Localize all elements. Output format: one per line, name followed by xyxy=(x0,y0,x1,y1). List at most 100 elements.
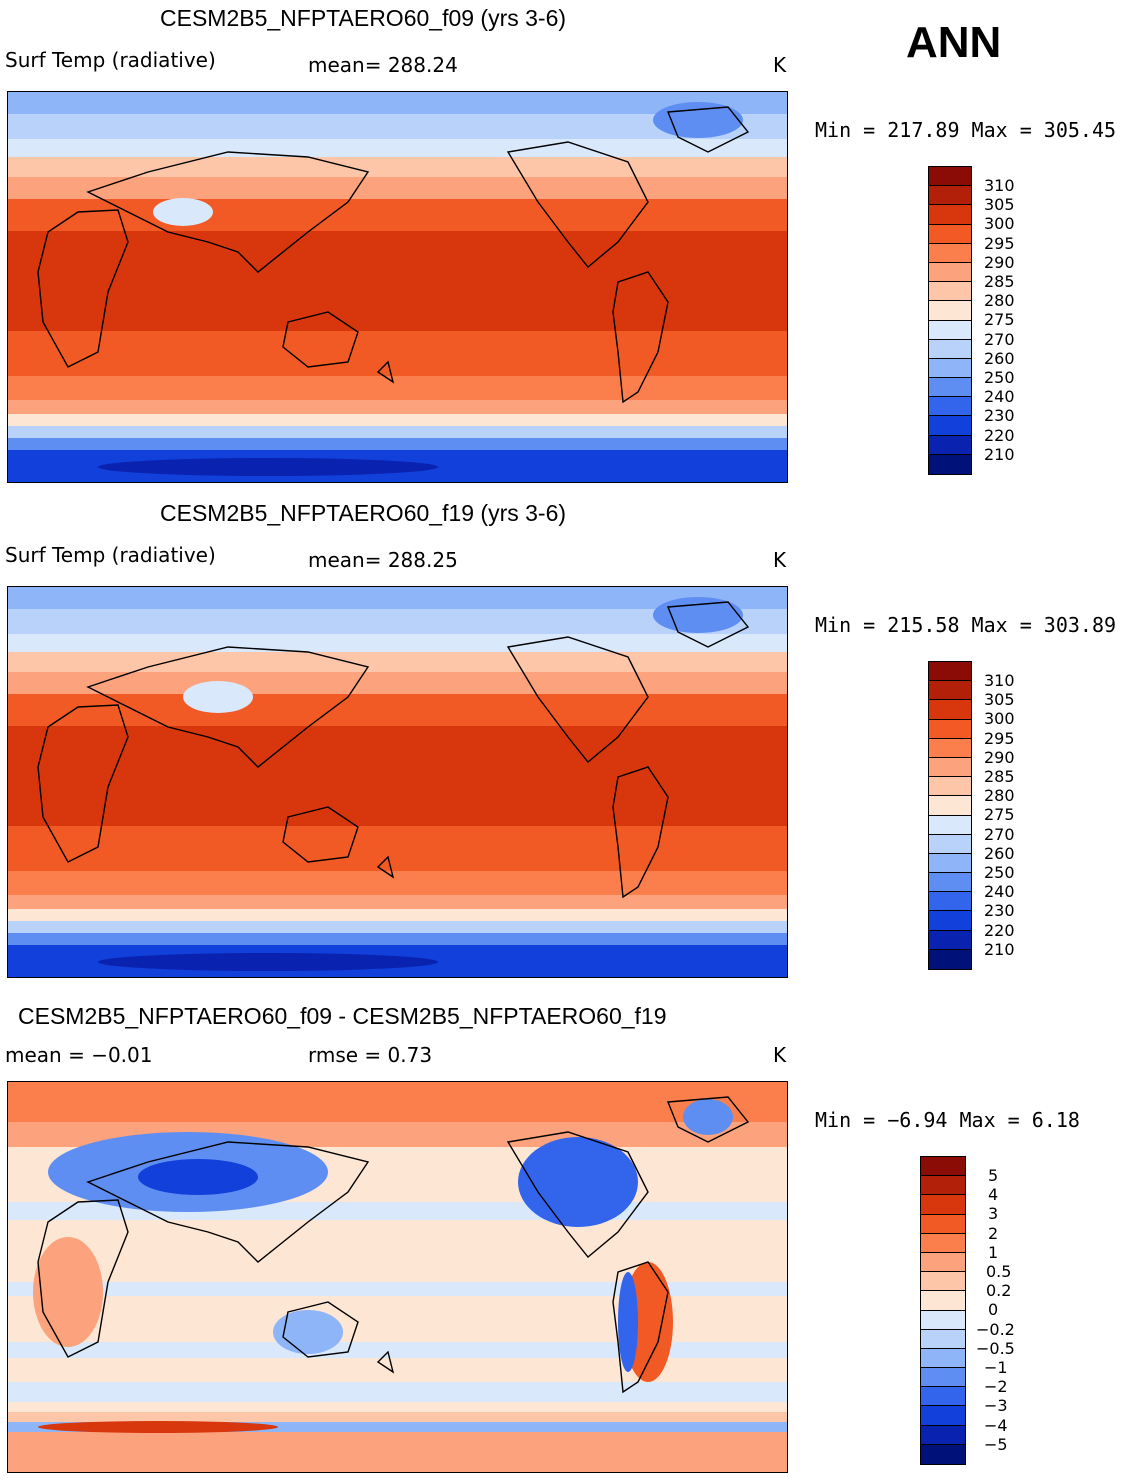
colorbar-label: 220 xyxy=(984,425,1015,445)
colorbar-label: 260 xyxy=(984,348,1015,368)
panel2-left-label: Surf Temp (radiative) xyxy=(5,543,216,567)
colorbar-label: 295 xyxy=(984,233,1015,253)
colorbar-swatch xyxy=(929,378,971,398)
colorbar-swatch xyxy=(921,1310,965,1330)
colorbar-label: 285 xyxy=(984,272,1015,291)
colorbar-label: 275 xyxy=(984,310,1015,330)
colorbar-label: −4 xyxy=(984,1415,1008,1435)
colorbar-swatch xyxy=(929,301,971,321)
colorbar-swatch xyxy=(921,1406,965,1426)
colorbar-swatch xyxy=(921,1176,965,1196)
colorbar-label: 2 xyxy=(988,1223,999,1243)
panel1-map xyxy=(7,91,788,483)
colorbar-label: 240 xyxy=(984,387,1015,407)
panel1-title: CESM2B5_NFPTAERO60_f09 (yrs 3-6) xyxy=(160,5,567,31)
colorbar-swatch xyxy=(929,796,971,816)
colorbar-label: 0.5 xyxy=(986,1262,1012,1281)
panel3-minmax: Min = −6.94 Max = 6.18 xyxy=(815,1108,1080,1132)
colorbar-label: 230 xyxy=(984,901,1015,921)
colorbar-swatch xyxy=(921,1291,965,1311)
colorbar-label: 280 xyxy=(984,786,1015,806)
colorbar-swatch xyxy=(929,435,971,455)
colorbar-swatch xyxy=(929,282,971,302)
colorbar-label: 295 xyxy=(984,728,1015,748)
colorbar-label: 285 xyxy=(984,767,1015,786)
colorbar-swatch xyxy=(929,681,971,701)
colorbar-label: 210 xyxy=(984,444,1015,464)
panel2-mean-label: mean= 288.25 xyxy=(308,548,458,572)
colorbar-label: 250 xyxy=(984,368,1015,387)
colorbar-label: 260 xyxy=(984,843,1015,863)
colorbar-label: 310 xyxy=(984,671,1015,690)
colorbar-label: 0 xyxy=(988,1300,999,1320)
panel3-mean-label: mean = −0.01 xyxy=(5,1043,153,1067)
colorbar-label: 290 xyxy=(984,747,1015,767)
colorbar-label: 3 xyxy=(988,1204,999,1224)
colorbar-label: 4 xyxy=(988,1185,999,1205)
colorbar-swatch xyxy=(921,1368,965,1388)
panel1-left-label: Surf Temp (radiative) xyxy=(5,48,216,72)
colorbar-swatch xyxy=(921,1348,965,1369)
colorbar-swatch xyxy=(929,416,971,436)
colorbar-label: −0.5 xyxy=(976,1338,1015,1358)
colorbar-swatch xyxy=(929,777,971,797)
panel1-units: K xyxy=(773,53,787,77)
colorbar-label: 300 xyxy=(984,214,1015,234)
colorbar-swatch xyxy=(929,262,971,283)
colorbar-swatch xyxy=(921,1233,965,1253)
colorbar-label: −5 xyxy=(984,1434,1008,1454)
colorbar-swatch xyxy=(929,834,971,854)
colorbar-swatch xyxy=(929,719,971,739)
panel2-temperature-field xyxy=(8,587,787,977)
colorbar-label: 270 xyxy=(984,329,1015,349)
colorbar-label: 230 xyxy=(984,406,1015,426)
colorbar-swatch xyxy=(929,738,971,758)
panel3-colorbar xyxy=(920,1156,966,1465)
panel3-title: CESM2B5_NFPTAERO60_f09 - CESM2B5_NFPTAER… xyxy=(18,1003,667,1029)
colorbar-label: 250 xyxy=(984,863,1015,882)
panel1-mean-label: mean= 288.24 xyxy=(308,53,458,77)
colorbar-swatch xyxy=(929,873,971,893)
colorbar-label: 0.2 xyxy=(986,1281,1012,1301)
colorbar-swatch xyxy=(929,186,971,206)
colorbar-swatch xyxy=(921,1157,965,1177)
colorbar-label: −0.2 xyxy=(976,1319,1015,1339)
colorbar-swatch xyxy=(929,339,971,359)
panel1-temperature-field xyxy=(8,92,787,482)
colorbar-swatch xyxy=(929,892,971,912)
colorbar-label: 280 xyxy=(984,291,1015,311)
colorbar-swatch xyxy=(929,243,971,263)
colorbar-label: 270 xyxy=(984,824,1015,844)
colorbar-swatch xyxy=(929,757,971,778)
colorbar-swatch xyxy=(929,358,971,379)
colorbar-swatch xyxy=(929,454,971,474)
colorbar-swatch xyxy=(929,853,971,874)
panel2-minmax: Min = 215.58 Max = 303.89 xyxy=(815,613,1117,637)
colorbar-label: 220 xyxy=(984,920,1015,940)
colorbar-swatch xyxy=(929,397,971,417)
panel2-title: CESM2B5_NFPTAERO60_f19 (yrs 3-6) xyxy=(160,500,567,526)
colorbar-swatch xyxy=(929,911,971,931)
colorbar-label: 300 xyxy=(984,709,1015,729)
colorbar-swatch xyxy=(929,700,971,720)
colorbar-swatch xyxy=(929,949,971,969)
colorbar-swatch xyxy=(929,224,971,244)
colorbar-swatch xyxy=(929,815,971,835)
panel3-difference-field xyxy=(8,1082,787,1472)
colorbar-label: 240 xyxy=(984,882,1015,902)
panel3-units: K xyxy=(773,1043,787,1067)
colorbar-swatch xyxy=(929,205,971,225)
colorbar-swatch xyxy=(921,1214,965,1234)
colorbar-label: 5 xyxy=(988,1166,999,1185)
colorbar-label: −3 xyxy=(984,1396,1008,1416)
colorbar-swatch xyxy=(929,662,971,682)
panel1-minmax: Min = 217.89 Max = 305.45 xyxy=(815,118,1117,142)
panel3-rmse-label: rmse = 0.73 xyxy=(308,1043,433,1067)
colorbar-label: 305 xyxy=(984,690,1015,710)
colorbar-label: 210 xyxy=(984,939,1015,959)
colorbar-swatch xyxy=(921,1444,965,1464)
colorbar-label: −1 xyxy=(984,1358,1008,1377)
colorbar-swatch xyxy=(921,1195,965,1215)
colorbar-label: 310 xyxy=(984,176,1015,195)
colorbar-swatch xyxy=(921,1425,965,1445)
